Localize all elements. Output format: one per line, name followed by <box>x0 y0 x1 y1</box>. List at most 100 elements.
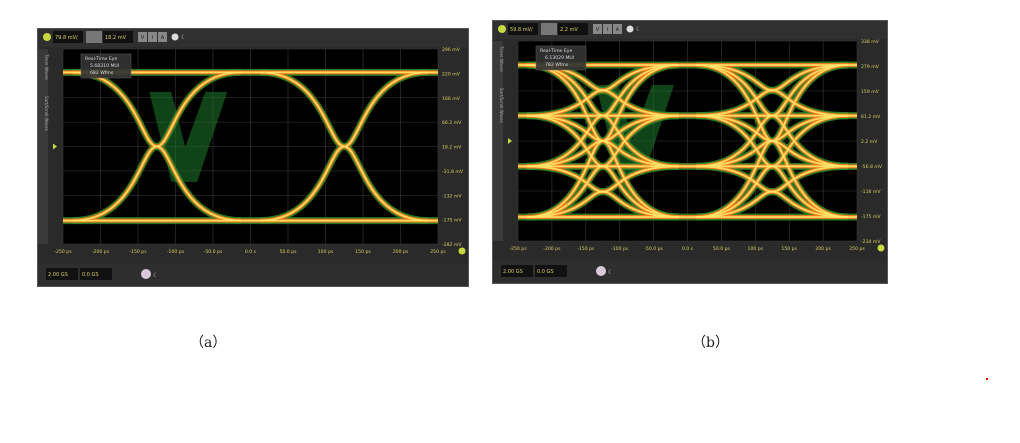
bottom-field-value: 0.0 GS <box>537 269 554 275</box>
bottom-field[interactable] <box>535 265 567 277</box>
toolbar-button-label: A <box>616 27 620 33</box>
y-axis-label: 2.2 mV <box>861 139 878 145</box>
y-axis-label: 338 mV <box>861 39 880 45</box>
eye-trace <box>260 71 429 222</box>
offset-value: 18.2 mV <box>105 35 127 41</box>
toolbar-button-label: V <box>141 35 145 41</box>
toolbar-button-v[interactable] <box>138 32 147 42</box>
x-axis-label: -150 ps <box>129 249 147 255</box>
scroll-handle-icon[interactable] <box>877 244 885 252</box>
x-axis-label: 100 ps <box>748 246 764 252</box>
top-toolbar <box>38 29 468 47</box>
tooltip-line: Real-Time Eye <box>85 56 117 62</box>
x-axis-label: -100 ps <box>167 249 185 255</box>
eye-trace <box>526 114 679 218</box>
trigger-marker-icon[interactable] <box>53 143 57 150</box>
x-axis-label: -250 ps <box>54 249 72 255</box>
scale-field[interactable] <box>53 31 83 43</box>
side-tabs <box>38 49 48 244</box>
scroll-handle-icon[interactable] <box>458 247 466 255</box>
side-tab[interactable]: Sort/Scroll Waves <box>44 96 49 131</box>
y-axis-label: 220 mV <box>442 71 461 77</box>
y-axis-label: 279 mV <box>861 64 880 70</box>
bottom-field[interactable] <box>46 268 78 280</box>
offset-field[interactable] <box>103 31 133 43</box>
bottom-toolbar <box>493 261 887 283</box>
offset-field[interactable] <box>558 23 588 35</box>
y-axis-label: -56.8 mV <box>861 164 883 170</box>
x-axis-label: 150 ps <box>355 249 371 255</box>
toolbar-button-a[interactable] <box>158 32 167 42</box>
toolbar-button-v[interactable] <box>593 24 602 34</box>
bottom-field[interactable] <box>501 265 533 277</box>
tooltip-line: Real-Time Eye <box>540 48 572 54</box>
side-tab[interactable]: Timer Waves <box>44 53 49 80</box>
zoom-icon[interactable] <box>596 266 606 276</box>
y-axis-label: -132 mV <box>442 193 462 199</box>
offset-icon[interactable] <box>86 31 102 43</box>
x-axis-label: 0.0 s <box>682 246 694 252</box>
tooltip-line: 6.13029 MUI <box>545 55 574 61</box>
eye-trace <box>696 165 849 218</box>
x-axis-label: -50.0 ps <box>644 246 663 252</box>
side-tab[interactable]: Sort/Scroll Waves <box>499 88 504 123</box>
bottom-field-value: 2.00 GS <box>503 269 523 275</box>
y-axis-label: 18.2 mV <box>442 145 462 151</box>
y-axis-label: 166 mV <box>442 96 461 102</box>
x-axis-label: -50.0 ps <box>204 249 223 255</box>
x-axis-label: -150 ps <box>577 246 595 252</box>
bottom-field-value: 2.00 GS <box>48 272 68 278</box>
moon-icon: ☾ <box>181 34 186 41</box>
zoom-icon[interactable] <box>141 269 151 279</box>
eye-trace <box>696 64 849 218</box>
eye-trace <box>696 64 849 117</box>
scope-canvas: 59.8 mV/2.2 mV V I A ☾ Timer Waves Sort/Scroll… <box>493 21 887 283</box>
settings-icon[interactable] <box>626 25 634 33</box>
channel-icon[interactable] <box>498 25 506 33</box>
trigger-marker-icon[interactable] <box>508 138 512 144</box>
top-toolbar <box>493 21 887 39</box>
y-axis-label: -116 mV <box>861 189 881 195</box>
y-axis-label: -234 mV <box>861 239 881 245</box>
side-tab[interactable]: Timer Waves <box>499 45 504 72</box>
toolbar-button-a[interactable] <box>613 24 622 34</box>
x-axis-label: 250 ps <box>430 249 446 255</box>
channel-icon[interactable] <box>43 33 51 41</box>
measurement-tooltip <box>535 45 587 71</box>
toolbar-button-i[interactable] <box>603 24 612 34</box>
bottom-field-value: 0.0 GS <box>82 272 99 278</box>
toolbar-button-i[interactable] <box>148 32 157 42</box>
eye-diagram-a: 79.8 mV/18.2 mV V I A ☾ Timer Waves Sort/Scrol… <box>37 28 469 287</box>
side-tabs <box>493 41 503 241</box>
eye-trace <box>696 114 849 218</box>
eye-trace <box>696 64 849 168</box>
caption-a: （a） <box>190 335 227 351</box>
x-axis-label: -100 ps <box>611 246 629 252</box>
settings-icon[interactable] <box>171 33 179 41</box>
y-axis-label: -175 mV <box>861 214 881 220</box>
eye-trace <box>72 71 241 222</box>
moon-icon: ☾ <box>153 272 158 279</box>
eye-trace <box>526 64 679 218</box>
caption-b: （b） <box>692 335 729 351</box>
scale-value: 59.8 mV/ <box>510 27 533 33</box>
x-axis-label: 50.0 ps <box>713 246 731 252</box>
x-axis-label: 200 ps <box>393 249 409 255</box>
y-axis-label: -175 mV <box>442 218 462 224</box>
y-axis-label: 61.2 mV <box>861 114 881 120</box>
eye-diagram-b: 59.8 mV/2.2 mV V I A ☾ Timer Waves Sort/Scroll… <box>492 20 888 284</box>
x-axis-label: 200 ps <box>815 246 831 252</box>
red-dot-mark <box>986 378 988 380</box>
y-axis-label: 296 mV <box>442 47 461 53</box>
toolbar-button-label: A <box>161 35 165 41</box>
bottom-field[interactable] <box>80 268 112 280</box>
x-axis-label: -200 ps <box>92 249 110 255</box>
x-axis-label: 100 ps <box>318 249 334 255</box>
y-axis-label: 159 mV <box>861 89 880 95</box>
x-axis-label: -250 ps <box>509 246 527 252</box>
moon-icon: ☾ <box>636 26 641 33</box>
x-axis-label: 0.0 s <box>245 249 257 255</box>
offset-icon[interactable] <box>541 23 557 35</box>
y-axis-label: 66.2 mV <box>442 120 462 126</box>
scale-field[interactable] <box>508 23 538 35</box>
